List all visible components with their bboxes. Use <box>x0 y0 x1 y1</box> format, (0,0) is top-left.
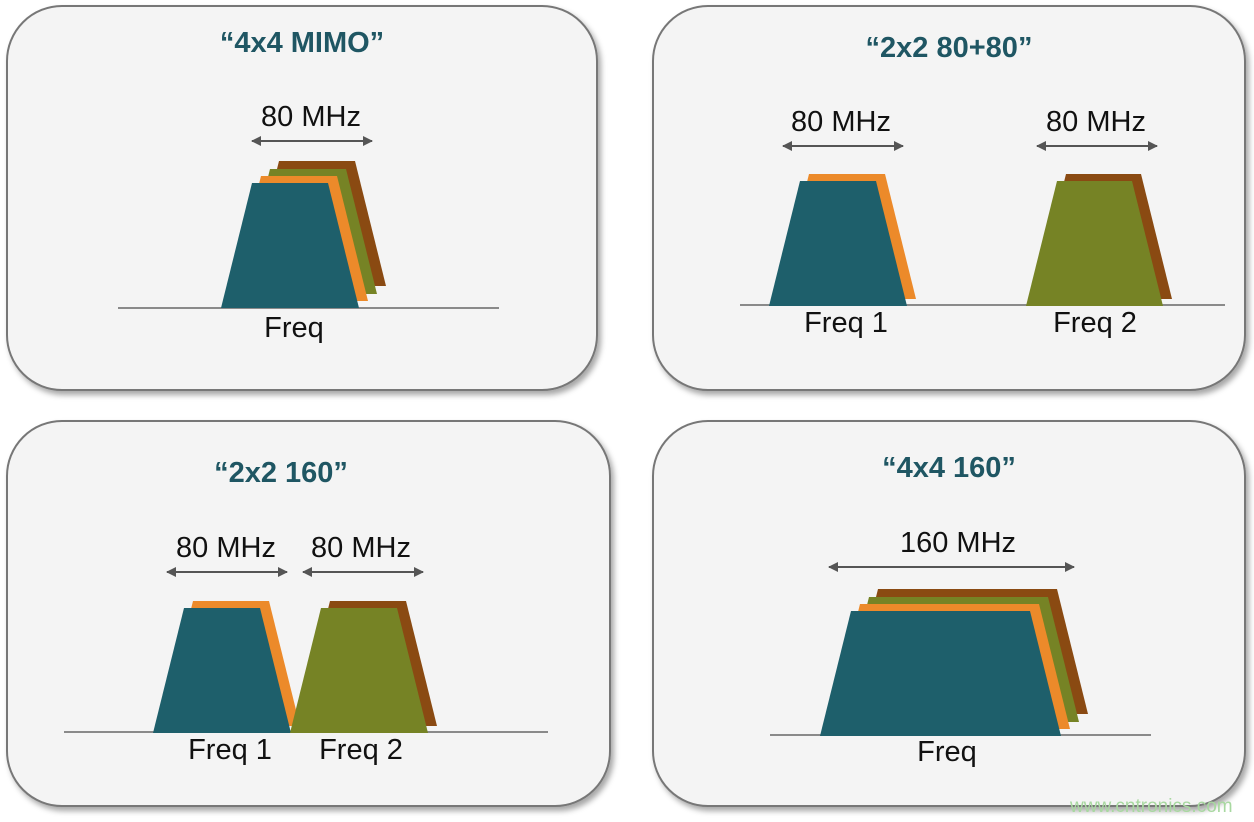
frequency-label: Freq 1 <box>188 734 272 766</box>
panel-2: “2x2 80+80” 80 MHz 80 MHz Freq 1 Freq 2 <box>652 5 1246 391</box>
frequency-label: Freq 1 <box>804 307 888 339</box>
frequency-label: Freq 2 <box>1053 307 1137 339</box>
panel-3: “2x2 160” 80 MHz 80 MHz Freq 1 Freq 2 <box>6 420 611 807</box>
frequency-label: Freq <box>917 736 977 768</box>
panel-1: “4x4 MIMO” 80 MHz Freq <box>6 5 598 391</box>
panel-title: “4x4 MIMO” <box>220 27 384 59</box>
bandwidth-label: 80 MHz <box>1046 106 1146 138</box>
bandwidth-label: 80 MHz <box>311 532 411 564</box>
watermark: www.cntronics.com <box>1069 796 1233 817</box>
panel-4: “4x4 160” 160 MHz Freq <box>652 420 1246 807</box>
panel-title: “4x4 160” <box>882 452 1016 484</box>
panel-title: “2x2 160” <box>214 457 348 489</box>
panel-title: “2x2 80+80” <box>866 32 1033 64</box>
spatial-stream-teal <box>769 181 907 306</box>
spatial-stream-teal <box>153 608 291 733</box>
spatial-stream-green <box>290 608 428 733</box>
bandwidth-label: 80 MHz <box>791 106 891 138</box>
frequency-label: Freq 2 <box>319 734 403 766</box>
bandwidth-label: 160 MHz <box>900 527 1016 559</box>
frequency-label: Freq <box>264 312 324 344</box>
panel-background <box>6 420 611 807</box>
spatial-stream-teal <box>820 611 1061 736</box>
spatial-stream-green <box>1026 181 1163 306</box>
bandwidth-label: 80 MHz <box>261 101 361 133</box>
spatial-stream-teal <box>221 183 359 308</box>
bandwidth-label: 80 MHz <box>176 532 276 564</box>
